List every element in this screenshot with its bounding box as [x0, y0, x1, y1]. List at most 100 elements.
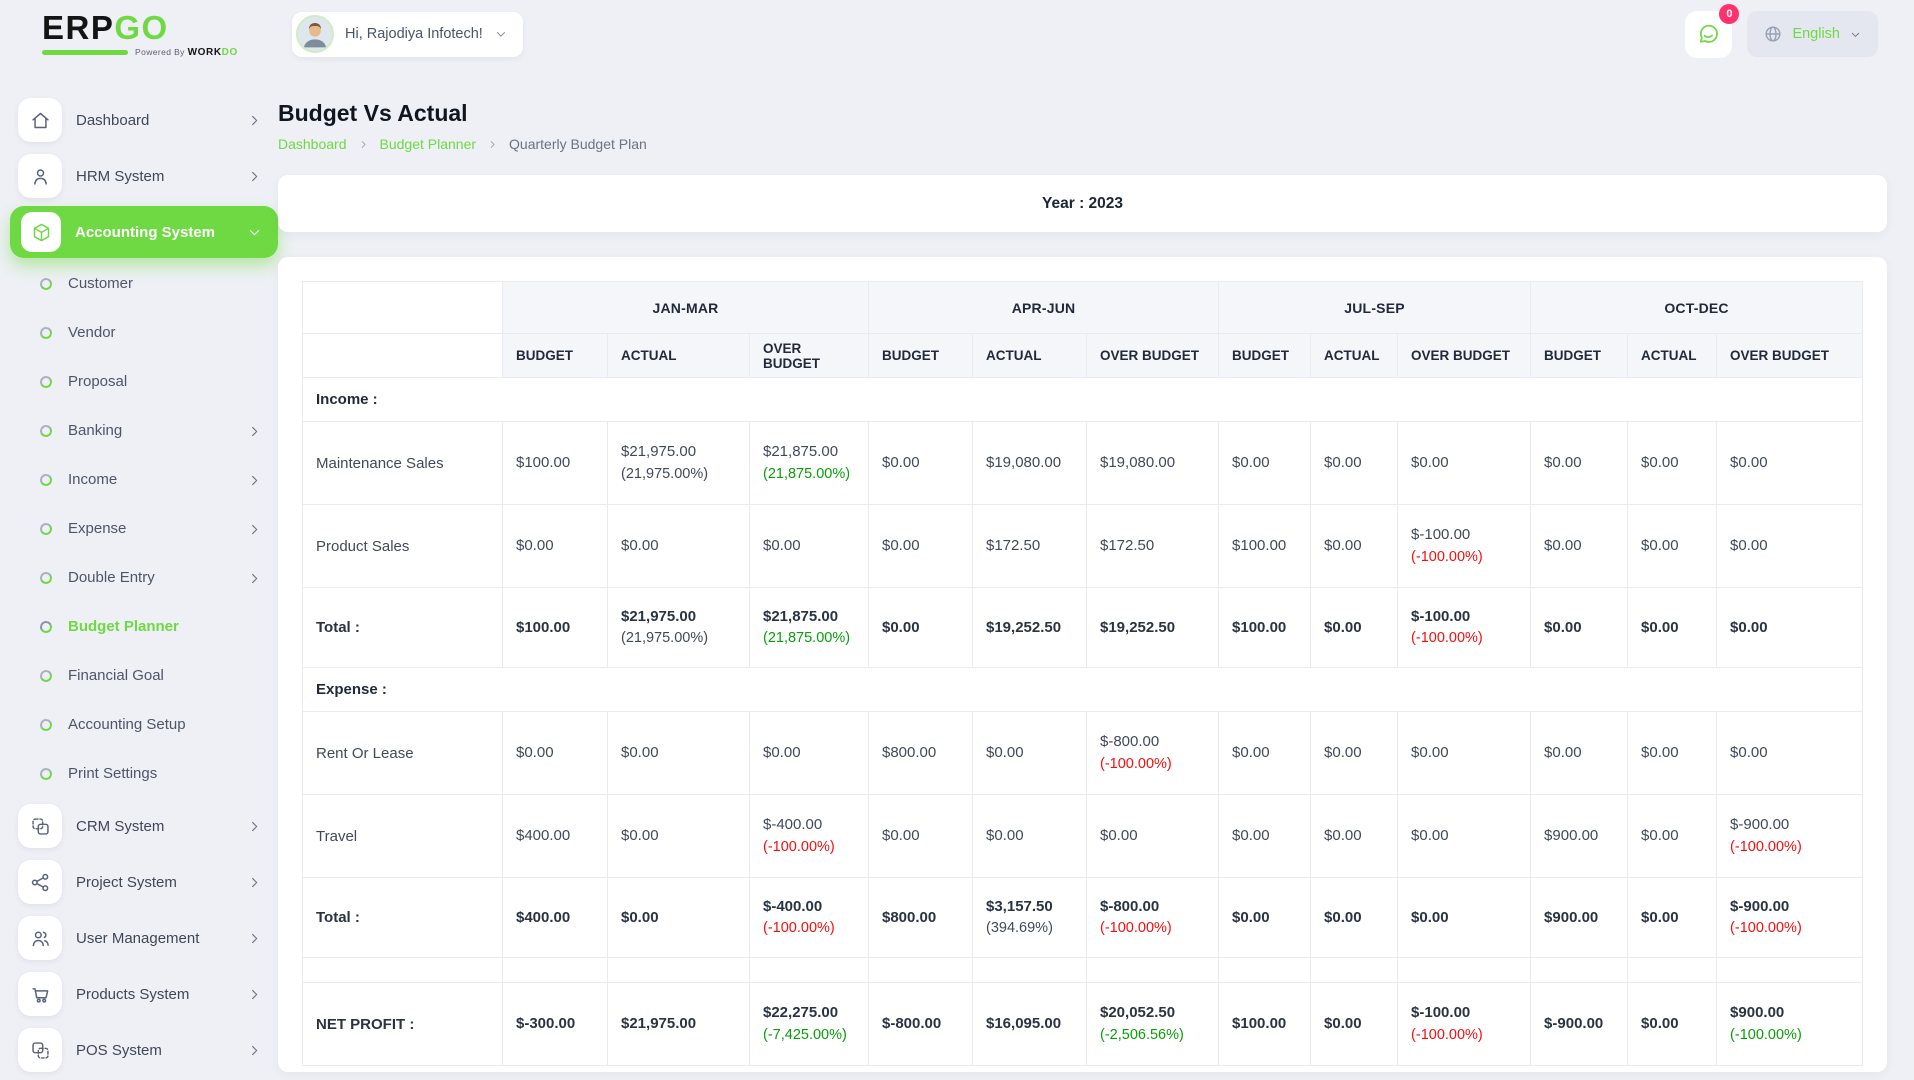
sidebar-item-print-settings[interactable]: Print Settings — [10, 750, 278, 798]
breadcrumb-item[interactable]: Budget Planner — [379, 136, 477, 152]
value-cell: $19,080.00 — [972, 421, 1087, 505]
table-row: NET PROFIT : $-300.00 $21,975.00 $22,275.00… — [302, 982, 1864, 1066]
sidebar-item-label: CRM System — [76, 817, 165, 835]
cell-value: $0.00 — [1411, 454, 1449, 472]
cell-value: $0.00 — [882, 618, 920, 636]
pos-icon — [18, 1028, 62, 1072]
cell-value: $-800.00 — [1100, 897, 1160, 915]
sidebar-item-project-system[interactable]: Project System — [10, 854, 278, 910]
sidebar-item-budget-planner[interactable]: Budget Planner — [10, 603, 278, 651]
cell-value: $900.00 — [1544, 827, 1599, 845]
cell-value: $0.00 — [1641, 454, 1679, 472]
cell-value: $-400.00 — [763, 816, 823, 834]
value-cell: $20,052.50 (-2,506.56%) — [1085, 982, 1220, 1066]
value-cell: $0.00 — [607, 794, 750, 878]
value-cell: $100.00 — [1218, 504, 1312, 588]
cell-percentage: (-100.00%) — [763, 920, 835, 937]
column-header: BUDGET — [1218, 333, 1312, 378]
value-cell: $-800.00 (-100.00%) — [1085, 877, 1220, 958]
cell-value: $0.00 — [1544, 454, 1582, 472]
sidebar-item-expense[interactable]: Expense — [10, 505, 278, 553]
sidebar-item-accounting-system[interactable]: Accounting System — [10, 206, 278, 258]
cell-value: $0.00 — [516, 744, 554, 762]
sidebar-item-label: HRM System — [76, 167, 165, 185]
cell-value: $900.00 — [1730, 1004, 1785, 1022]
value-cell: $0.00 — [1530, 421, 1629, 505]
sidebar-item-financial-goal[interactable]: Financial Goal — [10, 652, 278, 700]
cell-percentage: (394.69%) — [986, 920, 1053, 937]
bullet-icon — [38, 325, 54, 341]
sidebar-item-label: Products System — [76, 985, 190, 1003]
sidebar-item-income[interactable]: Income — [10, 456, 278, 504]
notifications-button[interactable]: 0 — [1685, 3, 1740, 58]
sidebar-item-pos-system[interactable]: POS System — [10, 1022, 278, 1078]
cell-value: $21,975.00 — [621, 443, 697, 461]
sidebar-item-accounting-setup[interactable]: Accounting Setup — [10, 701, 278, 749]
cell-value: $0.00 — [763, 537, 801, 555]
cell-value: $0.00 — [1641, 908, 1679, 926]
value-cell: $0.00 — [607, 504, 750, 588]
table-row: Total : $400.00 $0.00 $-400.00 (-100.00%) $80… — [302, 877, 1864, 958]
chevron-right-icon — [247, 819, 262, 834]
row-label: Rent Or Lease — [302, 711, 503, 795]
page-title: Budget Vs Actual — [278, 100, 468, 126]
chevron-right-icon — [247, 875, 262, 890]
value-cell: $0.00 — [607, 877, 750, 958]
sidebar-item-products-system[interactable]: Products System — [10, 966, 278, 1022]
cell-value: $100.00 — [516, 618, 571, 636]
cell-value: $0.00 — [1232, 454, 1270, 472]
table-row: Travel $400.00 $0.00 $-400.00 (-100.00%) $0.0… — [302, 794, 1864, 878]
value-cell: $0.00 — [972, 711, 1087, 795]
cell-value: $0.00 — [1730, 537, 1768, 555]
sidebar-item-hrm-system[interactable]: HRM System — [10, 148, 278, 204]
value-cell: $21,975.00 (21,975.00%) — [607, 421, 750, 505]
bullet-icon — [38, 668, 54, 684]
cell-percentage: (21,875.00%) — [763, 465, 851, 482]
sidebar-item-dashboard[interactable]: Dashboard — [10, 92, 278, 148]
breadcrumb-item[interactable]: Dashboard — [278, 136, 347, 152]
table-row — [302, 957, 1864, 983]
bullet-icon — [38, 766, 54, 782]
value-cell: $0.00 — [1310, 504, 1399, 588]
app-logo[interactable]: ERPGO Powered By WORKDO — [0, 11, 278, 58]
value-cell: $0.00 — [868, 421, 973, 505]
cell-value: $900.00 — [1544, 908, 1599, 926]
sidebar-item-customer[interactable]: Customer — [10, 260, 278, 308]
sidebar-item-user-management[interactable]: User Management — [10, 910, 278, 966]
cell-percentage: (-100.00%) — [1411, 1026, 1483, 1043]
spacer-cell — [972, 957, 1087, 983]
cell-value: $0.00 — [1641, 1015, 1679, 1033]
spacer-cell — [1397, 957, 1532, 983]
user-menu[interactable]: Hi, Rajodiya Infotech! — [292, 11, 523, 57]
cell-value: $0.00 — [1232, 744, 1270, 762]
sidebar-item-crm-system[interactable]: CRM System — [10, 798, 278, 854]
cell-value: $-800.00 — [882, 1015, 942, 1033]
value-cell: $0.00 — [1085, 794, 1220, 878]
users-icon — [18, 916, 62, 960]
value-cell: $0.00 — [749, 711, 869, 795]
value-cell: $3,157.50 (394.69%) — [972, 877, 1087, 958]
cell-percentage: (-7,425.00%) — [763, 1026, 847, 1043]
value-cell: $-900.00 (-100.00%) — [1716, 877, 1864, 958]
sidebar-item-label: Customer — [68, 275, 134, 293]
value-cell: $0.00 — [1530, 504, 1629, 588]
value-cell: $0.00 — [868, 794, 973, 878]
value-cell: $800.00 — [868, 877, 973, 958]
breadcrumb: Dashboard Budget Planner Quarterly Budget … — [278, 136, 1887, 152]
sidebar-item-vendor[interactable]: Vendor — [10, 309, 278, 357]
sidebar-item-banking[interactable]: Banking — [10, 407, 278, 455]
sidebar-item-label: Project System — [76, 873, 177, 891]
spacer-cell — [868, 957, 973, 983]
sidebar-item-label: Print Settings — [68, 765, 158, 783]
cell-value: $0.00 — [882, 827, 920, 845]
language-selector[interactable]: English — [1747, 11, 1878, 57]
cell-value: $21,975.00 — [621, 607, 697, 625]
sidebar-item-proposal[interactable]: Proposal — [10, 358, 278, 406]
cell-value: $0.00 — [621, 744, 659, 762]
cell-value: $0.00 — [1641, 537, 1679, 555]
value-cell: $-300.00 — [502, 982, 608, 1066]
language-label: English — [1792, 26, 1840, 42]
sidebar-item-double-entry[interactable]: Double Entry — [10, 554, 278, 602]
quarter-header: OCT-DEC — [1530, 281, 1864, 334]
value-cell: $0.00 — [1310, 587, 1399, 668]
